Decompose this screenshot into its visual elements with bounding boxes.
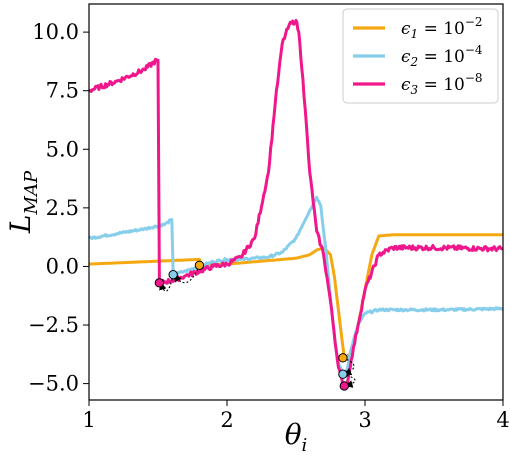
svg-text:LMAP: LMAP (4, 170, 42, 234)
x-tick-label: 4 (496, 408, 509, 432)
x-tick-label: 2 (220, 408, 233, 432)
series-2-marker-1 (168, 269, 178, 280)
y-axis-title: LMAP (4, 170, 42, 234)
series-1-marker-2 (338, 353, 348, 363)
series-2-marker-2 (338, 369, 348, 379)
legend: ϵ1 = 10−2ϵ2 = 10−4ϵ3 = 10−8 (342, 8, 499, 104)
tick-layer: 1 2 3 4 −5.0 −2.5 0.0 2.5 5.0 7.5 10.0 (28, 20, 510, 432)
series-layer (87, 18, 504, 389)
series-line-1 (88, 233, 504, 360)
y-tick-label: −2.5 (28, 313, 79, 337)
marker-layer (154, 260, 349, 391)
annotation-layer (159, 265, 356, 388)
legend-label-3: ϵ3 = 10−8 (401, 71, 483, 97)
y-tick-label: 0.0 (46, 254, 79, 278)
plot-frame (88, 3, 504, 401)
y-tick-label: 7.5 (46, 79, 79, 103)
x-axis-title-sub: i (302, 435, 308, 456)
annotation-arrow-4 (342, 373, 356, 388)
x-tick-label: 3 (358, 408, 371, 432)
y-tick-label: 2.5 (46, 196, 79, 220)
series-3-marker-1 (154, 278, 165, 288)
series-3-marker-2 (339, 381, 349, 391)
x-axis-title-base: θ (285, 418, 302, 451)
y-tick-label: 5.0 (46, 137, 79, 161)
series-line-3 (88, 18, 504, 389)
y-tick-label: −5.0 (28, 372, 79, 396)
legend-box (342, 8, 499, 104)
x-tick-label: 1 (82, 408, 95, 432)
series-line-2 (87, 195, 504, 376)
y-axis-title-base: L (4, 214, 37, 234)
y-tick-label: 10.0 (32, 20, 79, 44)
legend-label-1: ϵ1 = 10−2 (401, 15, 483, 41)
y-axis-title-sub: MAP (21, 170, 42, 215)
series-1-marker-1 (194, 260, 205, 270)
legend-label-2: ϵ2 = 10−4 (401, 43, 483, 69)
x-axis-title: θi (285, 418, 308, 456)
svg-text:θi: θi (285, 418, 308, 456)
